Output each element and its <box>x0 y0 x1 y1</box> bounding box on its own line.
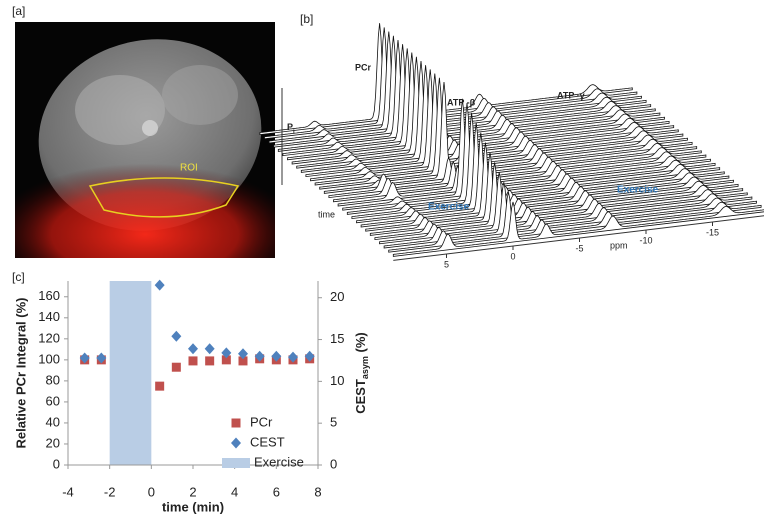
ppm-ticks: 5 0 -5 -10 -15 <box>393 215 764 269</box>
spectrum <box>310 69 684 182</box>
y-tick-label: 100 <box>38 351 60 366</box>
y2-tick-label: 10 <box>330 373 344 388</box>
point <box>154 279 165 291</box>
tick-label: -15 <box>706 227 719 237</box>
y2-title-text: CEST <box>353 379 368 414</box>
y-tick-label: 20 <box>46 435 60 450</box>
point <box>171 330 182 342</box>
tick-label: 0 <box>510 251 515 261</box>
point <box>304 350 315 362</box>
roi-label: ROI <box>180 163 198 174</box>
point <box>254 350 265 362</box>
x-tick-label: -4 <box>62 484 74 499</box>
point <box>238 348 248 360</box>
peak-label: ATP -γ <box>557 90 585 100</box>
peak-label: ATP -β <box>447 97 476 107</box>
y2-title-suffix: (%) <box>353 332 368 356</box>
y-tick-label: 0 <box>53 456 60 471</box>
spectrum <box>392 201 764 257</box>
point <box>96 352 107 364</box>
panel-label: [a] <box>12 4 25 18</box>
exercise-label: Exercise <box>428 202 470 213</box>
spectrum <box>300 60 675 173</box>
time-label: time <box>318 209 335 219</box>
x-tick-label: -2 <box>104 484 116 499</box>
x-tick-label: 2 <box>189 484 196 499</box>
x-axis-label: ppm <box>610 240 628 250</box>
spectrum <box>337 155 711 207</box>
y-tick-label: 140 <box>38 309 60 324</box>
point <box>238 356 248 366</box>
spectrum <box>356 122 730 224</box>
peak-label: Pi <box>287 122 295 134</box>
y-tick-label: 80 <box>46 372 60 387</box>
chart: 0 20 40 60 80 100 120 140 160 0 5 10 15 20 -4 -2 0 2 4 6 8 PC… <box>38 279 344 499</box>
legend-marker <box>231 418 241 428</box>
panel-label: [c] <box>12 270 25 284</box>
spectrum <box>351 112 725 220</box>
point <box>221 347 232 359</box>
exercise-band <box>109 281 152 465</box>
exercise-label: Exercise <box>617 185 659 196</box>
spectrum <box>305 65 679 178</box>
x-tick-label: 6 <box>273 484 280 499</box>
y2-title-sub: asym <box>360 356 370 379</box>
spectrum <box>259 23 633 136</box>
point <box>188 343 198 355</box>
spectra-waterfall <box>259 23 764 257</box>
point <box>171 362 181 372</box>
y2-tick-label: 5 <box>330 415 337 430</box>
tick-label: -10 <box>639 235 652 245</box>
point <box>79 352 90 364</box>
y-axis-title: Relative PCr Integral (%) <box>13 298 28 449</box>
tick-label: 5 <box>444 259 449 269</box>
roi-outline <box>88 177 240 218</box>
coil-signal <box>15 140 275 258</box>
point <box>204 343 215 355</box>
spectrum <box>268 31 642 144</box>
y-tick-label: 120 <box>38 330 60 345</box>
bone <box>142 120 158 136</box>
point <box>288 351 298 363</box>
y-tick-label: 160 <box>38 288 60 303</box>
point <box>221 355 231 365</box>
panel-label: [b] <box>300 12 313 26</box>
legend-swatch <box>222 458 250 468</box>
x-tick-label: 0 <box>148 484 155 499</box>
peak-label: PCr <box>355 62 372 72</box>
spectrum <box>346 102 721 215</box>
legend-label: Exercise <box>254 454 304 469</box>
spectrum <box>264 27 638 140</box>
x-tick-label: 8 <box>314 484 321 499</box>
legend-label: CEST <box>250 434 285 449</box>
y2-axis-title: CESTasym (%) <box>353 332 370 414</box>
y-tick-label: 60 <box>46 393 60 408</box>
point <box>205 356 215 366</box>
spectrum <box>342 98 716 211</box>
point <box>188 356 198 366</box>
spectrum <box>314 73 688 186</box>
y2-tick-label: 0 <box>330 456 337 471</box>
y2-tick-label: 20 <box>330 289 344 304</box>
pi-text: P <box>287 122 293 132</box>
pi-sub: i <box>293 129 295 135</box>
point <box>155 381 165 391</box>
muscle <box>162 65 238 125</box>
legend-label: PCr <box>250 414 273 429</box>
x-axis-title: time (min) <box>162 499 224 514</box>
point <box>271 350 282 362</box>
y-tick-label: 40 <box>46 414 60 429</box>
mri-image: ROI <box>15 22 275 258</box>
tick-label: -5 <box>575 243 583 253</box>
legend-marker <box>231 437 241 449</box>
x-tick-label: 4 <box>231 484 238 499</box>
y2-tick-label: 15 <box>330 331 344 346</box>
